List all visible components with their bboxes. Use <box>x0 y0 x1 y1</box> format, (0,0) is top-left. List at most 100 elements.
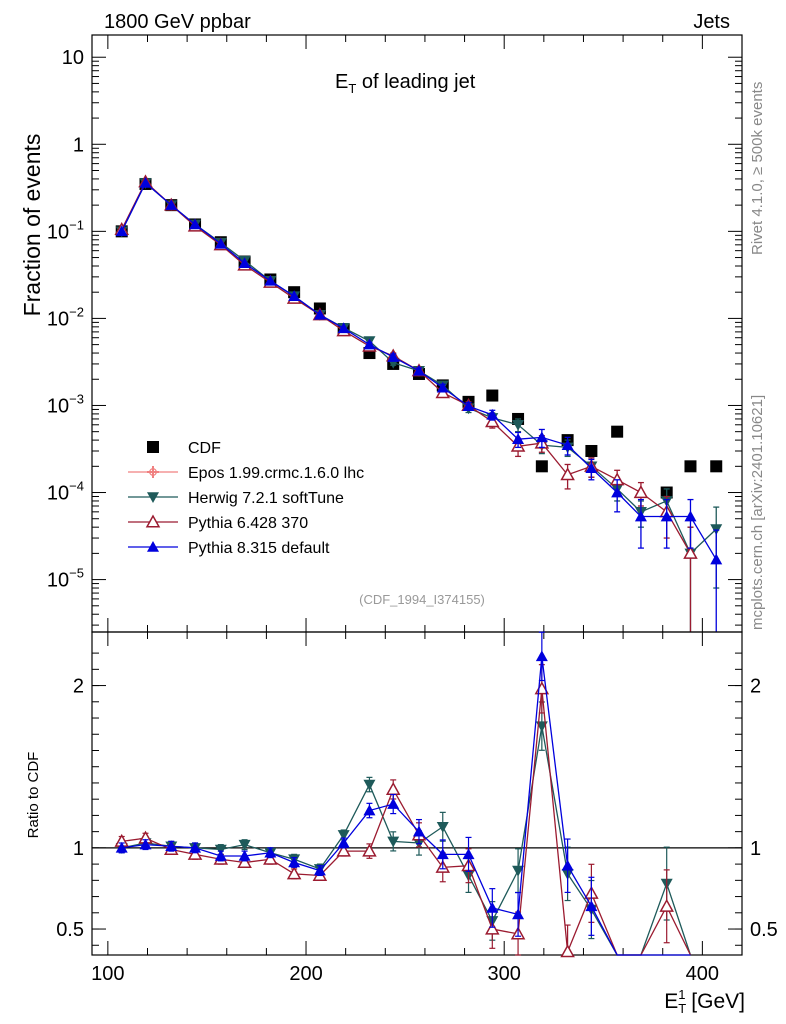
point-pythia8 <box>412 364 425 376</box>
x-axis-label-sub: T <box>678 1001 686 1016</box>
main-y-tick-label: 10−5 <box>47 566 84 592</box>
point-pythia8 <box>165 199 178 210</box>
point-pythia8 <box>634 510 647 522</box>
ratio-point-pythia8 <box>165 840 178 852</box>
side-label-mcplots: mcplots.cern.ch [arXiv:2401.10621] <box>749 395 766 630</box>
header-right: Jets <box>693 11 730 33</box>
ratio-point-pythia8 <box>387 798 400 809</box>
legend-label-epos: Epos 1.99.crmc.1.6.0 lhc <box>188 465 364 482</box>
legend-entry-pythia6: Pythia 6.428 370 <box>128 514 308 532</box>
legend-marker-pythia6 <box>145 514 161 528</box>
ratio-point-herwig <box>436 821 449 833</box>
ratio-y-tick-label: 2 <box>73 676 84 698</box>
ratio-point-pythia8 <box>436 848 449 860</box>
main-y-tick-label: 10 <box>62 47 84 69</box>
point-pythia8 <box>512 433 525 444</box>
legend-entry-epos: Epos 1.99.crmc.1.6.0 lhc <box>128 465 364 482</box>
legend-marker-pythia8 <box>147 541 159 552</box>
point-pythia8 <box>660 510 673 522</box>
main-y-tick-label-base: 10 <box>47 570 69 592</box>
main-series-layer <box>114 174 723 632</box>
main-y-tick-label: 1 <box>73 134 84 156</box>
point-pythia8 <box>684 510 697 522</box>
point-cdf <box>585 444 598 457</box>
point-pythia8 <box>561 439 574 450</box>
ratio-point-herwig <box>363 779 376 791</box>
point-pythia8 <box>238 257 251 269</box>
x-axis-label: ET1 [GeV] <box>664 987 745 1016</box>
series-herwig <box>115 178 723 632</box>
main-y-tick-label-base: 10 <box>47 308 69 330</box>
ratio-y-tick-label-right: 0.5 <box>750 919 778 941</box>
ratio-point-pythia8 <box>585 900 598 912</box>
point-pythia6 <box>683 545 698 559</box>
ratio-line-pythia8 <box>121 656 691 956</box>
analysis-tag: (CDF_1994_I374155) <box>359 592 485 607</box>
main-y-tick-label-exp: −2 <box>69 304 84 319</box>
ratio-frame <box>91 631 743 956</box>
legend-label-herwig: Herwig 7.2.1 softTune <box>188 490 344 507</box>
point-cdf <box>710 460 723 473</box>
legend-label-cdf: CDF <box>188 440 221 457</box>
point-herwig <box>512 419 525 431</box>
ratio-point-herwig <box>337 830 350 841</box>
ratio-point-pythia8 <box>214 849 227 861</box>
legend-marker-cdf <box>147 441 159 453</box>
main-y-tick-label-base: 10 <box>47 221 69 243</box>
ratio-point-pythia6 <box>385 781 401 795</box>
point-pythia8 <box>535 431 548 443</box>
ratio-axes: 100 200 300 400 0.5 0.5 1 1 2 2 <box>56 631 778 985</box>
ratio-point-pythia8 <box>337 837 350 848</box>
ratio-line-herwig <box>121 726 692 956</box>
point-cdf <box>684 460 697 473</box>
ratio-y-tick-label: 0.5 <box>56 919 84 941</box>
ratio-y-axis-label: Ratio to CDF <box>25 752 42 839</box>
ratio-point-pythia6 <box>485 921 500 935</box>
plot-title-sub: T <box>348 81 356 96</box>
ratio-point-pythia8 <box>238 849 251 861</box>
legend-marker-epos-ring <box>149 468 157 476</box>
point-cdf <box>535 460 548 473</box>
x-tick-label: 200 <box>289 963 322 985</box>
legend-entry-pythia8: Pythia 8.315 default <box>128 540 330 557</box>
point-pythia8 <box>585 462 598 474</box>
x-axis-label-unit: [GeV] <box>685 990 745 1013</box>
point-pythia8 <box>115 225 128 237</box>
main-y-tick-label: 10−4 <box>47 479 84 505</box>
main-y-tick-label-exp: −3 <box>69 391 84 406</box>
main-y-tick-label-base: 10 <box>47 395 69 417</box>
point-pythia8 <box>189 218 202 230</box>
ratio-series-layer <box>114 631 692 958</box>
header-left: 1800 GeV ppbar <box>104 11 251 33</box>
main-y-tick-label-base: 10 <box>62 47 84 69</box>
legend-entry-cdf: CDF <box>147 440 221 457</box>
series-pythia6 <box>114 174 698 632</box>
plot-title-main: E <box>335 71 348 93</box>
x-tick-label: 100 <box>91 963 124 985</box>
main-y-tick-label-base: 10 <box>47 483 69 505</box>
ratio-point-pythia8 <box>486 901 499 913</box>
side-label-rivet: Rivet 4.1.0, ≥ 500k events <box>749 82 766 255</box>
ratio-point-herwig <box>387 836 400 848</box>
point-cdf <box>611 425 624 438</box>
main-y-axis-label: Fraction of events <box>19 134 45 317</box>
ratio-point-pythia8 <box>412 825 425 837</box>
point-pythia8 <box>264 274 277 286</box>
plot-title: ET of leading jet <box>335 71 476 96</box>
point-pythia6 <box>485 414 500 428</box>
point-cdf <box>486 389 499 402</box>
legend-marker-epos <box>147 466 159 478</box>
point-pythia8 <box>462 400 475 412</box>
ratio-y-tick-label: 1 <box>73 838 84 860</box>
ratio-point-herwig <box>512 865 525 877</box>
point-pythia8 <box>710 553 723 565</box>
point-pythia8 <box>486 408 499 420</box>
main-y-tick-label-exp: −5 <box>69 566 84 581</box>
point-pythia8 <box>214 237 227 249</box>
ratio-point-pythia6 <box>659 898 674 912</box>
ratio-point-pythia8 <box>512 908 525 920</box>
plot-title-rest: of leading jet <box>356 71 475 93</box>
main-y-tick-label-base: 1 <box>73 134 84 156</box>
